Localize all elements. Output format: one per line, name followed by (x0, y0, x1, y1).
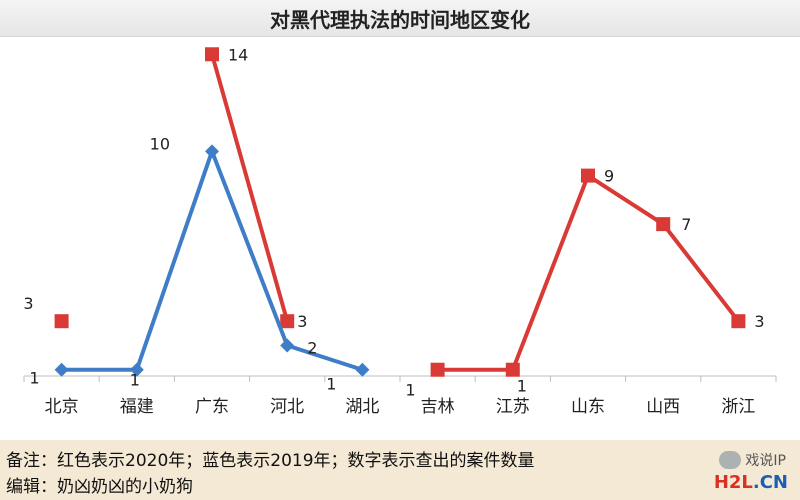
data-label: 1 (130, 371, 140, 390)
notes-panel: 备注：红色表示2020年；蓝色表示2019年；数字表示查出的案件数量 编辑：奶凶… (0, 440, 800, 500)
x-tick-label: 广东 (195, 397, 229, 417)
note-legend: 备注：红色表示2020年；蓝色表示2019年；数字表示查出的案件数量 (6, 451, 535, 471)
x-tick-label: 河北 (270, 397, 304, 417)
data-label: 1 (29, 369, 39, 388)
watermark-logo: H2L.CN (714, 472, 788, 493)
data-label: 2 (307, 338, 317, 357)
data-point (731, 314, 746, 329)
x-tick-label: 江苏 (496, 397, 530, 417)
data-point (129, 362, 144, 377)
watermark-text: 戏说IP (745, 453, 786, 469)
x-tick-label: 北京 (45, 397, 79, 417)
data-point (205, 47, 219, 62)
x-tick-label: 浙江 (721, 397, 755, 417)
series-line (210, 53, 290, 322)
x-tick-label: 山东 (571, 397, 605, 417)
x-tick-label: 山西 (646, 397, 680, 417)
data-point (430, 362, 445, 377)
data-point (656, 217, 671, 232)
data-label: 1 (326, 375, 336, 394)
logo-cn: .CN (752, 472, 788, 493)
data-point (54, 362, 69, 377)
data-point (54, 314, 69, 329)
data-point (505, 362, 520, 377)
data-label: 14 (228, 45, 248, 64)
data-label: 9 (604, 167, 614, 186)
watermark: 戏说IP (719, 450, 786, 470)
chart-title: 对黑代理执法的时间地区变化 (270, 7, 530, 32)
data-label: 3 (754, 312, 764, 331)
data-label: 7 (681, 215, 691, 234)
series-line (61, 149, 364, 372)
note-editor: 编辑：奶凶奶凶的小奶狗 (6, 477, 193, 497)
wechat-icon (719, 451, 742, 469)
x-tick-label: 福建 (120, 397, 154, 417)
title-bar: 对黑代理执法的时间地区变化 (0, 0, 800, 37)
data-label: 1 (405, 381, 415, 400)
data-point (581, 168, 595, 183)
data-point (280, 314, 295, 329)
data-label: 3 (297, 312, 307, 331)
data-point (280, 338, 295, 353)
data-point (355, 362, 370, 377)
x-tick-label: 吉林 (421, 397, 455, 417)
series-line (437, 173, 740, 372)
logo-h2l: H2L (713, 472, 753, 493)
x-tick-label: 湖北 (345, 397, 379, 417)
data-label: 1 (517, 377, 527, 396)
data-label: 10 (150, 134, 170, 153)
data-point (205, 144, 219, 159)
data-label: 3 (23, 294, 33, 313)
